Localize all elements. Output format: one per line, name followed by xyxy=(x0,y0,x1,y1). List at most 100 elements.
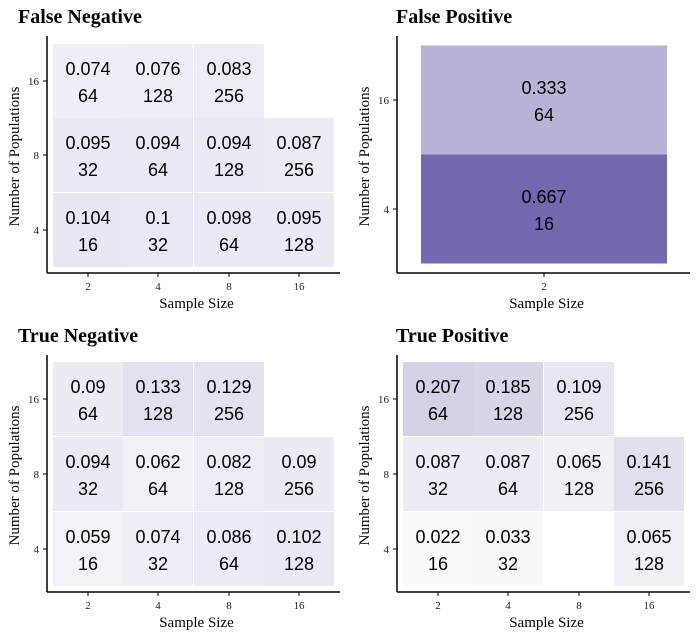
cell-value-label: 0.076 xyxy=(135,59,180,79)
cell-value-label: 0.109 xyxy=(556,377,601,397)
y-tick-label: 16 xyxy=(378,394,390,406)
cell-value-label: 0.033 xyxy=(485,527,530,547)
heatmap-cell xyxy=(194,437,264,511)
x-tick-label: 16 xyxy=(644,600,656,612)
heatmap-cell xyxy=(264,512,334,586)
heatmap-cell xyxy=(194,362,264,436)
cell-count-label: 16 xyxy=(428,554,448,574)
heatmap-panel-3: True Positive 0.207 64 0.185 128 0.109 256 0.08… xyxy=(357,325,690,631)
cell-value-label: 0.059 xyxy=(65,527,110,547)
y-axis-label: Number of Populations xyxy=(7,86,23,226)
y-tick-label: 16 xyxy=(28,394,40,406)
cell-count-label: 256 xyxy=(634,479,664,499)
cell-value-label: 0.129 xyxy=(206,377,251,397)
y-axis-label: Number of Populations xyxy=(357,86,373,226)
heatmap-cell xyxy=(123,44,193,118)
heatmap-cell xyxy=(264,437,334,511)
cell-value-label: 0.09 xyxy=(70,377,105,397)
cell-count-label: 32 xyxy=(78,160,98,180)
cell-value-label: 0.022 xyxy=(415,527,460,547)
cell-count-label: 64 xyxy=(219,235,239,255)
y-tick-label: 16 xyxy=(28,76,40,88)
heatmap-cell xyxy=(123,512,193,586)
cell-value-label: 0.087 xyxy=(276,133,321,153)
heatmap-cell xyxy=(194,44,264,118)
cell-value-label: 0.065 xyxy=(556,452,601,472)
x-tick-label: 2 xyxy=(435,600,441,612)
heatmap-cell xyxy=(421,154,667,264)
heatmap-cell xyxy=(194,512,264,586)
cell-count-label: 32 xyxy=(78,479,98,499)
heatmap-cell xyxy=(473,437,543,511)
cell-count-label: 256 xyxy=(284,160,314,180)
cell-value-label: 0.083 xyxy=(206,59,251,79)
cell-value-label: 0.074 xyxy=(65,59,110,79)
heatmap-cell xyxy=(123,362,193,436)
cell-count-label: 16 xyxy=(78,554,98,574)
heatmap-cell xyxy=(53,44,123,118)
heatmap-cell xyxy=(473,512,543,586)
y-tick-label: 8 xyxy=(34,469,40,481)
cell-count-label: 128 xyxy=(564,479,594,499)
cell-value-label: 0.094 xyxy=(206,133,251,153)
heatmap-cell xyxy=(123,437,193,511)
x-tick-label: 2 xyxy=(85,600,91,612)
x-tick-label: 2 xyxy=(541,281,547,293)
cell-count-label: 128 xyxy=(634,554,664,574)
heatmap-cell xyxy=(473,362,543,436)
panel-title: True Positive xyxy=(396,325,509,347)
heatmap-cell xyxy=(544,437,614,511)
cell-count-label: 32 xyxy=(148,235,168,255)
y-tick-label: 4 xyxy=(384,204,390,216)
cell-value-label: 0.087 xyxy=(415,452,460,472)
panel-title: True Negative xyxy=(18,325,138,347)
heatmap-cell xyxy=(403,362,473,436)
x-tick-label: 16 xyxy=(294,281,306,293)
heatmap-panel-2: True Negative0.09640.1331280.1292560.094… xyxy=(7,325,340,631)
y-tick-label: 8 xyxy=(34,150,40,162)
cell-count-label: 64 xyxy=(428,404,448,424)
heatmap-cell xyxy=(53,437,123,511)
heatmap-cell xyxy=(264,118,334,192)
cell-value-label: 0.095 xyxy=(276,208,321,228)
heatmap-cell xyxy=(264,193,334,267)
x-tick-label: 2 xyxy=(85,281,91,293)
cell-value-label: 0.082 xyxy=(206,452,251,472)
heatmap-cell xyxy=(194,193,264,267)
cell-value-label: 0.333 xyxy=(521,78,566,98)
heatmap-cell xyxy=(544,362,614,436)
cell-value-label: 0.094 xyxy=(135,133,180,153)
cell-value-label: 0.104 xyxy=(65,208,110,228)
cell-count-label: 64 xyxy=(498,479,518,499)
heatmap-cell xyxy=(123,193,193,267)
heatmap-panel-0: False Negative 0.074 64 0.076 128 0.083 256 0.0… xyxy=(7,6,340,312)
x-axis-label: Sample Size xyxy=(159,296,234,312)
y-tick-label: 4 xyxy=(34,544,40,556)
cell-count-label: 64 xyxy=(78,86,98,106)
cell-count-label: 256 xyxy=(214,404,244,424)
cell-value-label: 0.087 xyxy=(485,452,530,472)
x-tick-label: 16 xyxy=(294,600,306,612)
heatmap-cell xyxy=(53,362,123,436)
cell-count-label: 32 xyxy=(148,554,168,574)
cell-count-label: 16 xyxy=(534,214,554,234)
heatmap-cell xyxy=(403,437,473,511)
heatmap-cell xyxy=(403,512,473,586)
cell-count-label: 16 xyxy=(78,235,98,255)
x-tick-label: 4 xyxy=(505,600,511,612)
x-axis-label: Sample Size xyxy=(159,615,234,631)
cell-value-label: 0.065 xyxy=(626,527,671,547)
cell-value-label: 0.09 xyxy=(281,452,316,472)
cell-value-label: 0.667 xyxy=(521,187,566,207)
heatmap-cell xyxy=(53,193,123,267)
cell-count-label: 128 xyxy=(214,479,244,499)
x-tick-label: 8 xyxy=(576,600,582,612)
cell-value-label: 0.074 xyxy=(135,527,180,547)
panel-title: False Negative xyxy=(18,6,142,28)
cell-value-label: 0.102 xyxy=(276,527,321,547)
cell-value-label: 0.141 xyxy=(626,452,671,472)
cell-count-label: 256 xyxy=(214,86,244,106)
heatmap-cell xyxy=(123,118,193,192)
cell-count-label: 128 xyxy=(214,160,244,180)
